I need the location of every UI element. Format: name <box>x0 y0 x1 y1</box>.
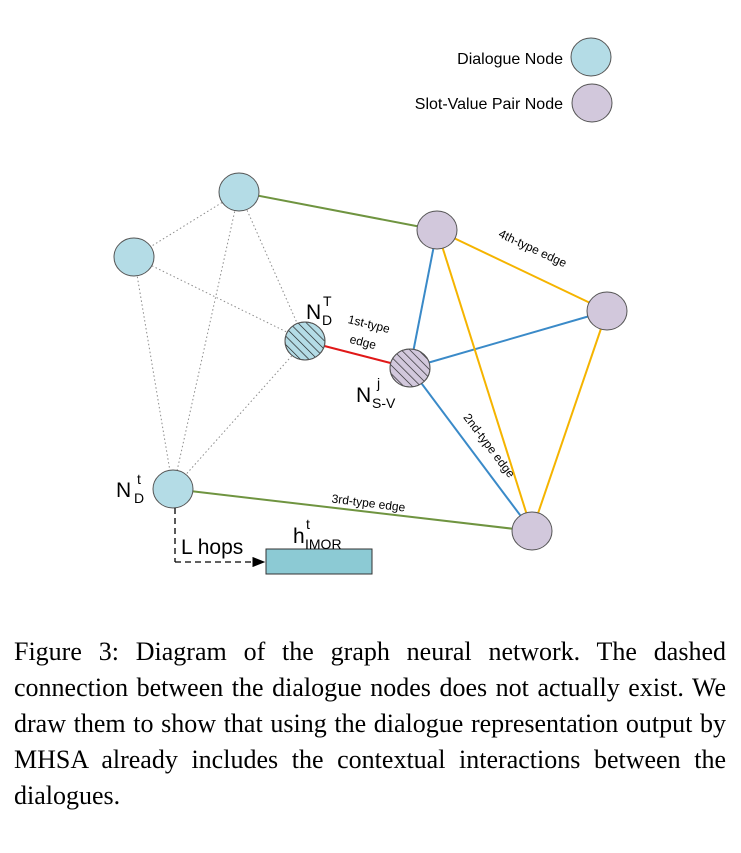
nsv-main: N <box>356 384 371 407</box>
second-type-edge <box>409 229 438 369</box>
nd-T-sub: D <box>322 312 332 328</box>
nd-t-sup: t <box>137 471 141 487</box>
nsv-sup: j <box>376 375 380 391</box>
legend-dialogue-node-icon <box>570 37 612 77</box>
nd-T-sup: T <box>323 293 332 309</box>
third-type-edge <box>172 488 533 532</box>
dialogue-nodes <box>113 172 326 509</box>
slot-value-node-target <box>389 348 431 388</box>
h-imor-sup: t <box>306 516 310 532</box>
h-imor-main: h <box>293 525 305 548</box>
h-imor-sub: IMOR <box>305 536 342 552</box>
slot-value-node <box>416 210 458 250</box>
dialogue-node <box>218 172 260 212</box>
dotted-edge <box>133 256 174 490</box>
third-type-edges <box>172 191 533 532</box>
node-label-nd-T: N T D <box>306 293 332 328</box>
fourth-type-edge <box>436 229 608 312</box>
second-type-edges <box>409 229 608 532</box>
dotted-edge <box>172 191 240 490</box>
nd-t-sub: D <box>134 490 144 506</box>
first-type-edge-label-line2: edge <box>348 332 378 352</box>
dotted-edge <box>172 340 306 490</box>
legend-slot-value-node-icon <box>571 83 613 123</box>
nd-T-main: N <box>306 301 321 324</box>
l-hops-arrow <box>174 508 266 568</box>
second-type-edge <box>409 310 608 369</box>
dotted-dialogue-connections <box>133 191 306 490</box>
h-imor-output-box <box>265 548 373 575</box>
third-type-edge <box>238 191 438 231</box>
dialogue-node-target <box>284 321 326 361</box>
dialogue-node-current <box>152 469 194 509</box>
second-type-edge <box>409 367 533 532</box>
figure-caption: Figure 3: Diagram of the graph neural ne… <box>14 637 726 810</box>
h-imor-label: h t IMOR <box>293 516 342 552</box>
slot-value-node <box>511 511 553 551</box>
dialogue-node <box>113 237 155 277</box>
dotted-edge <box>238 191 306 342</box>
fourth-type-edge <box>436 229 533 532</box>
legend: Dialogue Node Slot-Value Pair Node <box>415 37 613 123</box>
fourth-type-edge <box>531 310 608 532</box>
node-label-nd-t: N t D <box>116 471 144 506</box>
legend-dialogue-node-label: Dialogue Node <box>457 51 563 68</box>
l-hops-label: L hops <box>181 536 243 559</box>
dotted-edge <box>133 256 306 342</box>
slot-value-node <box>586 291 628 331</box>
graph-neural-network-diagram: Dialogue Node Slot-Value Pair Node <box>113 37 628 575</box>
node-label-nsv-j: N j S-V <box>356 375 396 411</box>
fourth-type-edges <box>436 229 608 532</box>
dotted-edge <box>133 191 240 258</box>
legend-slot-value-node-label: Slot-Value Pair Node <box>415 96 563 113</box>
nsv-sub: S-V <box>372 395 396 411</box>
slot-value-nodes <box>389 210 628 551</box>
nd-t-main: N <box>116 479 131 502</box>
